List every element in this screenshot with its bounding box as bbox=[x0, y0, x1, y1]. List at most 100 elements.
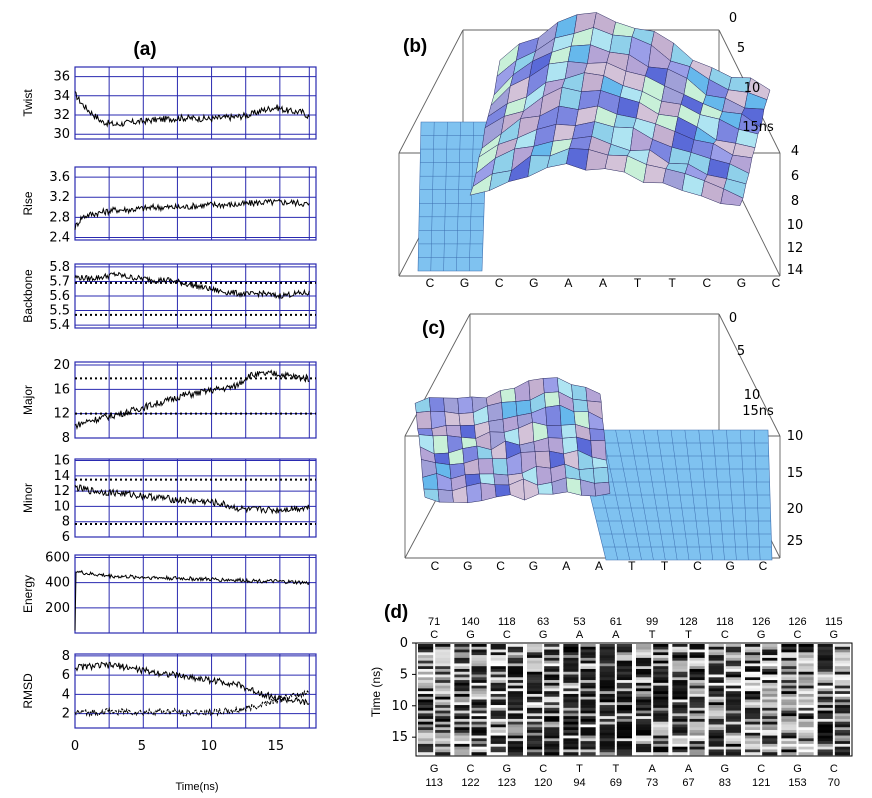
panel-d-stripe bbox=[762, 746, 778, 750]
panel-d-bottom-count: 153 bbox=[788, 777, 806, 789]
panel-d-stripe bbox=[527, 691, 543, 695]
panel-d-stripe bbox=[490, 685, 506, 689]
panel-d-stripe bbox=[454, 671, 470, 675]
panel-d-stripe bbox=[435, 691, 451, 695]
panel-d-stripe bbox=[580, 688, 596, 692]
panel-d-stripe bbox=[507, 671, 523, 675]
panel-d-stripe bbox=[616, 727, 632, 731]
panel-d-stripe bbox=[435, 685, 451, 689]
panel-d-stripe bbox=[563, 752, 579, 756]
panel-d-stripe bbox=[653, 743, 669, 747]
panel-b-base-label: G bbox=[737, 276, 746, 290]
panel-d-stripe bbox=[544, 721, 560, 725]
panel-d-stripe bbox=[471, 663, 487, 667]
panel-d-stripe bbox=[580, 680, 596, 684]
panel-d-stripe bbox=[490, 655, 506, 659]
panel-d-stripe bbox=[599, 735, 615, 739]
panel-a-rise-frame bbox=[74, 166, 317, 241]
panel-c-z-tick: 25 bbox=[787, 534, 804, 549]
panel-c-surface-patch bbox=[443, 397, 460, 414]
panel-d-stripe bbox=[418, 730, 434, 734]
panel-d-stripe bbox=[527, 718, 543, 722]
panel-d-stripe bbox=[689, 693, 705, 698]
panel-b-base-label: A bbox=[599, 276, 607, 290]
panel-d-stripe bbox=[798, 743, 814, 747]
panel-d-stripe bbox=[507, 660, 523, 664]
panel-a-rmsd-ylabel: RMSD bbox=[21, 673, 35, 709]
panel-d-stripe bbox=[507, 693, 523, 698]
panel-d-stripe bbox=[599, 668, 615, 673]
panel-d-stripe bbox=[745, 749, 761, 753]
panel-d-stripe bbox=[471, 705, 487, 709]
panel-d-stripe bbox=[653, 674, 669, 678]
panel-d-stripe bbox=[435, 724, 451, 728]
panel-d-stripe bbox=[689, 705, 705, 709]
panel-b-base-label: C bbox=[426, 276, 435, 290]
panel-d-stripe bbox=[490, 707, 506, 711]
panel-d-stripe bbox=[817, 724, 833, 728]
panel-d-stripe bbox=[580, 699, 596, 703]
panel-c-surface-patch bbox=[432, 435, 449, 455]
panel-a-rise-subplot: 2.4 2.8 3.2 3.6 Rise bbox=[21, 166, 317, 245]
panel-d-column-2 bbox=[490, 644, 523, 756]
panel-d-stripe bbox=[418, 682, 434, 686]
panel-d-top-base: C bbox=[503, 629, 511, 641]
panel-d-stripe bbox=[689, 660, 705, 664]
panel-c-surface-patch bbox=[585, 386, 602, 403]
panel-c-surface-patch bbox=[545, 404, 562, 426]
panel-d-stripe bbox=[798, 702, 814, 706]
panel-d-stripe bbox=[471, 738, 487, 742]
panel-d-stripe bbox=[725, 749, 741, 753]
panel-d-stripe bbox=[435, 644, 451, 648]
panel-d-stripe bbox=[672, 727, 688, 731]
panel-d-stripe bbox=[418, 749, 434, 753]
panel-d-stripe bbox=[527, 710, 543, 714]
panel-d-stripe bbox=[708, 671, 724, 675]
panel-d-stripe bbox=[599, 666, 615, 670]
panel-d-stripe bbox=[817, 707, 833, 711]
panel-a-backbone-ytick: 5.6 bbox=[49, 289, 70, 304]
panel-d-stripe bbox=[580, 727, 596, 731]
panel-d-stripe bbox=[544, 707, 560, 711]
panel-d-stripe bbox=[471, 716, 487, 720]
panel-d-stripe bbox=[616, 646, 632, 650]
panel-d-stripe bbox=[653, 713, 669, 717]
panel-d-stripe bbox=[781, 749, 797, 753]
panel-d-stripe bbox=[435, 741, 451, 745]
panel-b-time-tick: 0 bbox=[729, 11, 737, 26]
panel-d-stripe bbox=[672, 716, 688, 720]
panel-d-stripe bbox=[762, 655, 778, 659]
panel-b-z-tick: 14 bbox=[787, 263, 804, 278]
panel-d-stripe bbox=[689, 646, 705, 650]
panel-d-stripe bbox=[454, 741, 470, 745]
panel-d-stripe bbox=[563, 699, 579, 703]
panel-d-stripe bbox=[580, 724, 596, 728]
panel-b-z-tick: 6 bbox=[791, 169, 799, 184]
panel-d-stripe bbox=[781, 649, 797, 653]
panel-d-stripe bbox=[817, 741, 833, 745]
panel-d-stripe bbox=[708, 649, 724, 653]
panel-c-z-axis: 10 15 20 25 bbox=[787, 429, 804, 549]
panel-d-stripe bbox=[507, 674, 523, 678]
panel-a-minor-frame bbox=[74, 458, 317, 538]
panel-d-stripe bbox=[745, 660, 761, 664]
panel-d-stripe bbox=[725, 746, 741, 750]
panel-d-bottom-count: 121 bbox=[752, 777, 770, 789]
panel-d-stripe bbox=[708, 682, 724, 686]
panel-d-stripe bbox=[762, 730, 778, 734]
panel-d-bottom-base: C bbox=[539, 763, 547, 775]
panel-d-stripe bbox=[435, 738, 451, 742]
panel-d-stripe bbox=[672, 693, 688, 698]
panel-d-stripe bbox=[490, 699, 506, 703]
panel-a-rmsd-frame bbox=[74, 653, 317, 729]
panel-d-stripe bbox=[454, 644, 470, 648]
panel-d-stripe bbox=[745, 652, 761, 656]
panel-d-stripe bbox=[616, 660, 632, 664]
panel-d-stripe bbox=[599, 752, 615, 756]
panel-d-stripe bbox=[544, 716, 560, 720]
panel-d-stripe bbox=[544, 685, 560, 689]
panel-b-flat-gridline bbox=[443, 121, 448, 272]
panel-d-stripe bbox=[490, 657, 506, 661]
panel-d-stripe bbox=[544, 743, 560, 747]
panel-d-stripe bbox=[781, 713, 797, 717]
